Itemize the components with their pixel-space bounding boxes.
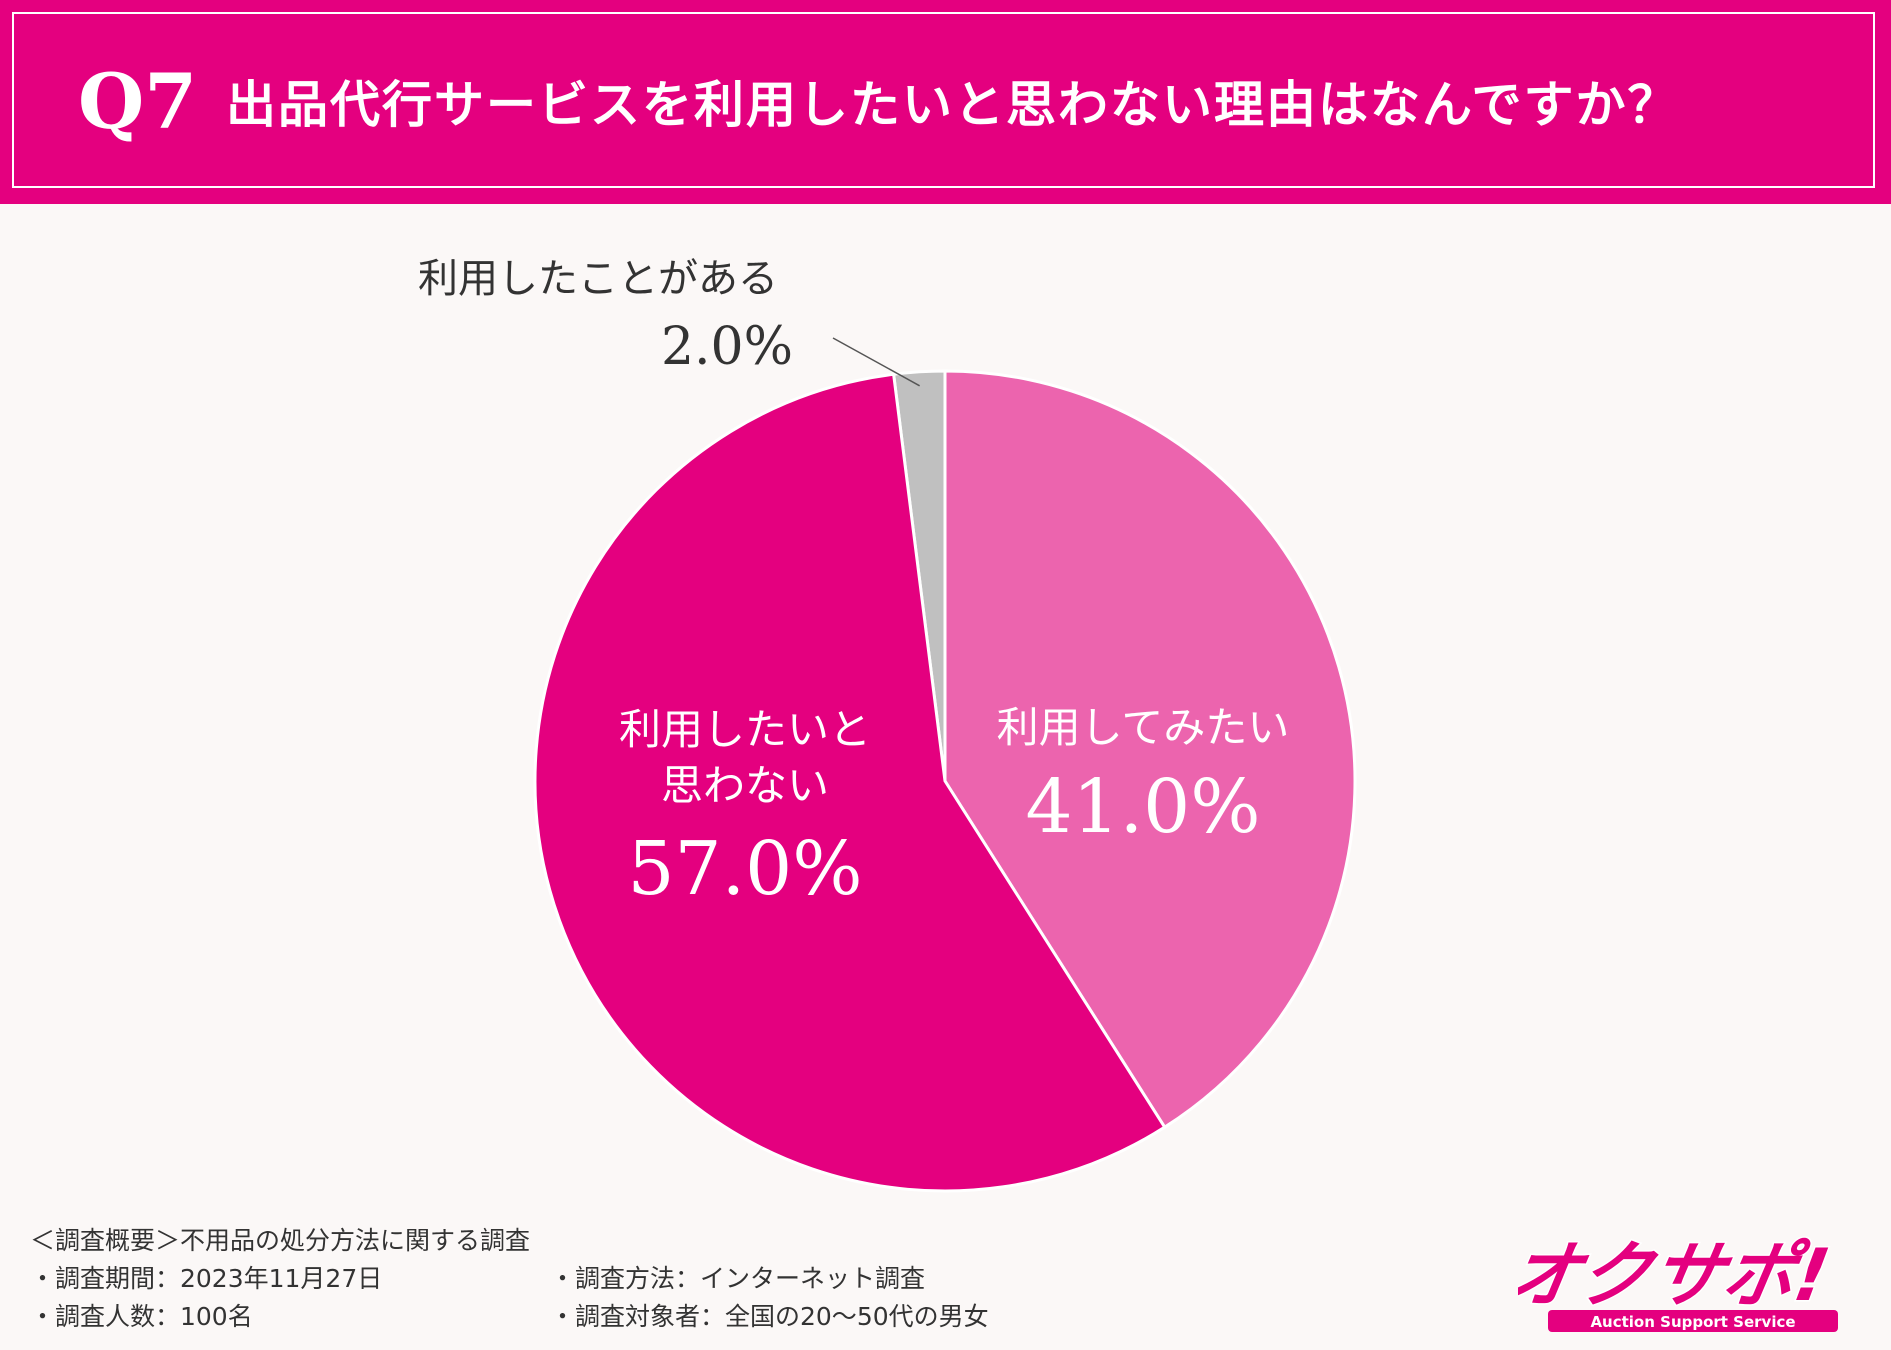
header-frame: [12, 12, 1875, 188]
leader-line: [832, 337, 920, 387]
label-dont-want-line2: 思わない: [661, 761, 829, 810]
label-want: 利用してみたい: [997, 703, 1290, 752]
question-title: 出品代行サービスを利用したいと思わない理由はなんですか？: [226, 76, 1680, 134]
value-tried: 2.0%: [661, 317, 793, 377]
header-banner: Q7 出品代行サービスを利用したいと思わない理由はなんですか？: [0, 0, 1891, 204]
question-number: Q7: [78, 57, 198, 146]
pie-chart: 利用したことがある 2.0% 利用してみたい 41.0% 利用したいと思わない 57.0%: [418, 256, 1357, 1193]
value-dont-want: 57.0%: [627, 826, 862, 912]
survey-period: ・調査期間：2023年11月27日: [30, 1264, 383, 1293]
logo-tagline: Auction Support Service: [1590, 1313, 1795, 1331]
logo-tagline-bar: [1548, 1310, 1838, 1332]
survey-method: ・調査方法：インターネット調査: [550, 1264, 926, 1293]
value-want: 41.0%: [1025, 764, 1260, 850]
survey-target: ・調査対象者：全国の20〜50代の男女: [550, 1302, 989, 1331]
label-tried: 利用したことがある: [418, 256, 778, 302]
label-dont-want-line1: 利用したいと: [619, 705, 871, 754]
brand-logo: オクサポ! Auction Support Service: [1518, 1233, 1838, 1332]
survey-heading: ＜調査概要＞不用品の処分方法に関する調査: [30, 1226, 531, 1255]
slice-dont-want: [533, 372, 1167, 1193]
survey-summary: ＜調査概要＞不用品の処分方法に関する調査 ・調査期間：2023年11月27日 ・…: [30, 1222, 989, 1336]
survey-count: ・調査人数：100名: [30, 1302, 253, 1331]
slice-want: [943, 369, 1357, 1130]
logo-text: オクサポ!: [1518, 1235, 1835, 1318]
